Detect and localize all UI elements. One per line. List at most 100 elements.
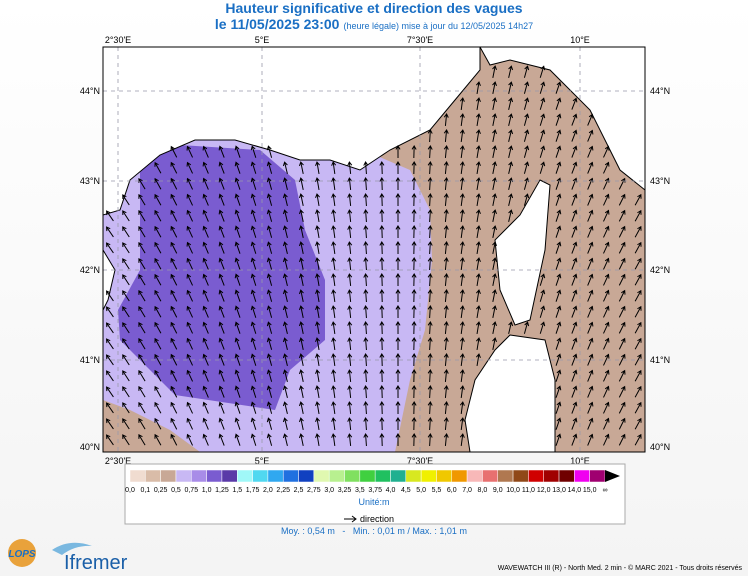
- wave-arrow: [315, 193, 320, 206]
- wave-arrow: [603, 337, 610, 350]
- wave-arrow: [234, 401, 241, 414]
- axis-labels: 2°30'E 2°30'E 5°E 5°E 7°30'E 7°30'E 10°E 10°E 44…: [80, 35, 670, 466]
- wave-arrow: [363, 289, 369, 303]
- wave-arrow: [411, 385, 417, 399]
- wave-arrow: [492, 113, 497, 126]
- wave-arrow: [154, 385, 162, 398]
- wave-arrow: [154, 257, 162, 270]
- wave-arrow: [202, 385, 209, 398]
- wave-arrow: [266, 145, 273, 158]
- wave-arrow: [298, 225, 304, 238]
- wave-arrow: [218, 257, 225, 270]
- wave-arrow: [508, 161, 514, 174]
- wave-arrow: [411, 433, 417, 447]
- wave-arrow: [443, 369, 449, 383]
- wave-arrow: [395, 193, 401, 207]
- wave-arrow: [331, 321, 337, 335]
- wave-arrow: [634, 257, 642, 270]
- wave-arrow: [427, 161, 433, 175]
- wave-arrow: [395, 241, 401, 255]
- wave-arrow: [122, 322, 130, 334]
- wave-arrow: [266, 321, 273, 334]
- wave-arrow: [298, 337, 304, 350]
- wave-arrow: [476, 177, 481, 191]
- lon-label: 10°E: [570, 35, 590, 45]
- wave-arrow: [571, 289, 578, 302]
- wave-arrow: [603, 417, 610, 430]
- wave-arrow: [587, 321, 594, 334]
- wave-arrow: [266, 289, 273, 302]
- wave-arrow: [315, 241, 320, 254]
- wave-arrow: [539, 161, 546, 174]
- wave-arrow: [539, 273, 546, 286]
- wave-arrow: [234, 369, 241, 382]
- wave-arrow: [571, 97, 578, 110]
- wave-arrow: [122, 210, 130, 222]
- wave-arrow: [218, 353, 225, 366]
- wave-arrow: [282, 401, 288, 414]
- wave-arrow: [170, 321, 178, 334]
- lat-label: 41°N: [80, 355, 100, 365]
- wave-arrow: [459, 337, 465, 351]
- wave-arrow: [266, 257, 273, 270]
- wave-arrow: [331, 193, 337, 207]
- wave-arrow: [138, 210, 146, 222]
- wave-arrow: [250, 369, 257, 382]
- wave-arrow: [618, 305, 626, 318]
- wave-arrow: [234, 417, 241, 430]
- wave-arrow: [186, 273, 194, 286]
- wave-arrow: [186, 417, 194, 430]
- wave-arrow: [266, 177, 273, 190]
- wave-arrow: [459, 241, 465, 255]
- wave-arrow: [122, 274, 130, 286]
- wave-arrow: [186, 241, 194, 254]
- wave-arrow: [459, 145, 465, 159]
- colorbar-label: 3,5: [355, 487, 365, 494]
- wave-arrow: [555, 193, 562, 206]
- wave-arrow: [492, 129, 497, 142]
- wave-arrow: [186, 433, 194, 446]
- wave-arrow: [571, 129, 578, 142]
- wave-arrow: [618, 369, 626, 382]
- wave-arrow: [315, 273, 320, 286]
- wave-arrow: [443, 289, 449, 303]
- wave-arrow: [395, 369, 401, 383]
- wave-arrow: [411, 145, 417, 159]
- wave-arrow: [266, 353, 273, 366]
- wave-arrow: [250, 225, 257, 238]
- wave-arrow: [138, 354, 146, 366]
- wave-arrow: [571, 241, 578, 254]
- color-swatch: [574, 469, 590, 483]
- title: Hauteur significative et direction des v…: [225, 0, 522, 16]
- italy: [479, 47, 645, 191]
- color-swatch: [344, 469, 361, 483]
- wave-arrow: [331, 209, 337, 223]
- wave-arrow: [603, 257, 610, 270]
- lat-label: 43°N: [80, 176, 100, 186]
- wave-arrow: [379, 433, 385, 447]
- wave-arrow: [603, 161, 610, 174]
- wave-arrow: [492, 321, 497, 334]
- wave-arrow: [492, 273, 497, 286]
- wave-arrow: [459, 321, 465, 335]
- wave-arrow: [411, 241, 417, 255]
- wave-arrow: [634, 417, 642, 430]
- wave-arrow: [571, 113, 578, 126]
- wave-arrow: [587, 305, 594, 318]
- wave-arrow: [427, 273, 433, 287]
- wave-arrow: [138, 402, 146, 414]
- wave-arrow: [266, 241, 273, 254]
- wave-arrow: [459, 353, 465, 367]
- wave-arrow: [218, 369, 225, 382]
- color-swatch: [221, 469, 238, 483]
- wave-arrow: [202, 401, 209, 414]
- wave-arrow: [555, 321, 562, 334]
- wave-arrow: [298, 273, 304, 286]
- colorbar-label: 3,75: [368, 487, 382, 494]
- lon-label: 10°E: [570, 456, 590, 466]
- wave-arrow: [492, 305, 497, 318]
- wave-arrow: [186, 145, 194, 158]
- wave-arrow: [459, 225, 465, 239]
- wave-arrow: [395, 337, 401, 351]
- wave-arrow: [154, 273, 162, 286]
